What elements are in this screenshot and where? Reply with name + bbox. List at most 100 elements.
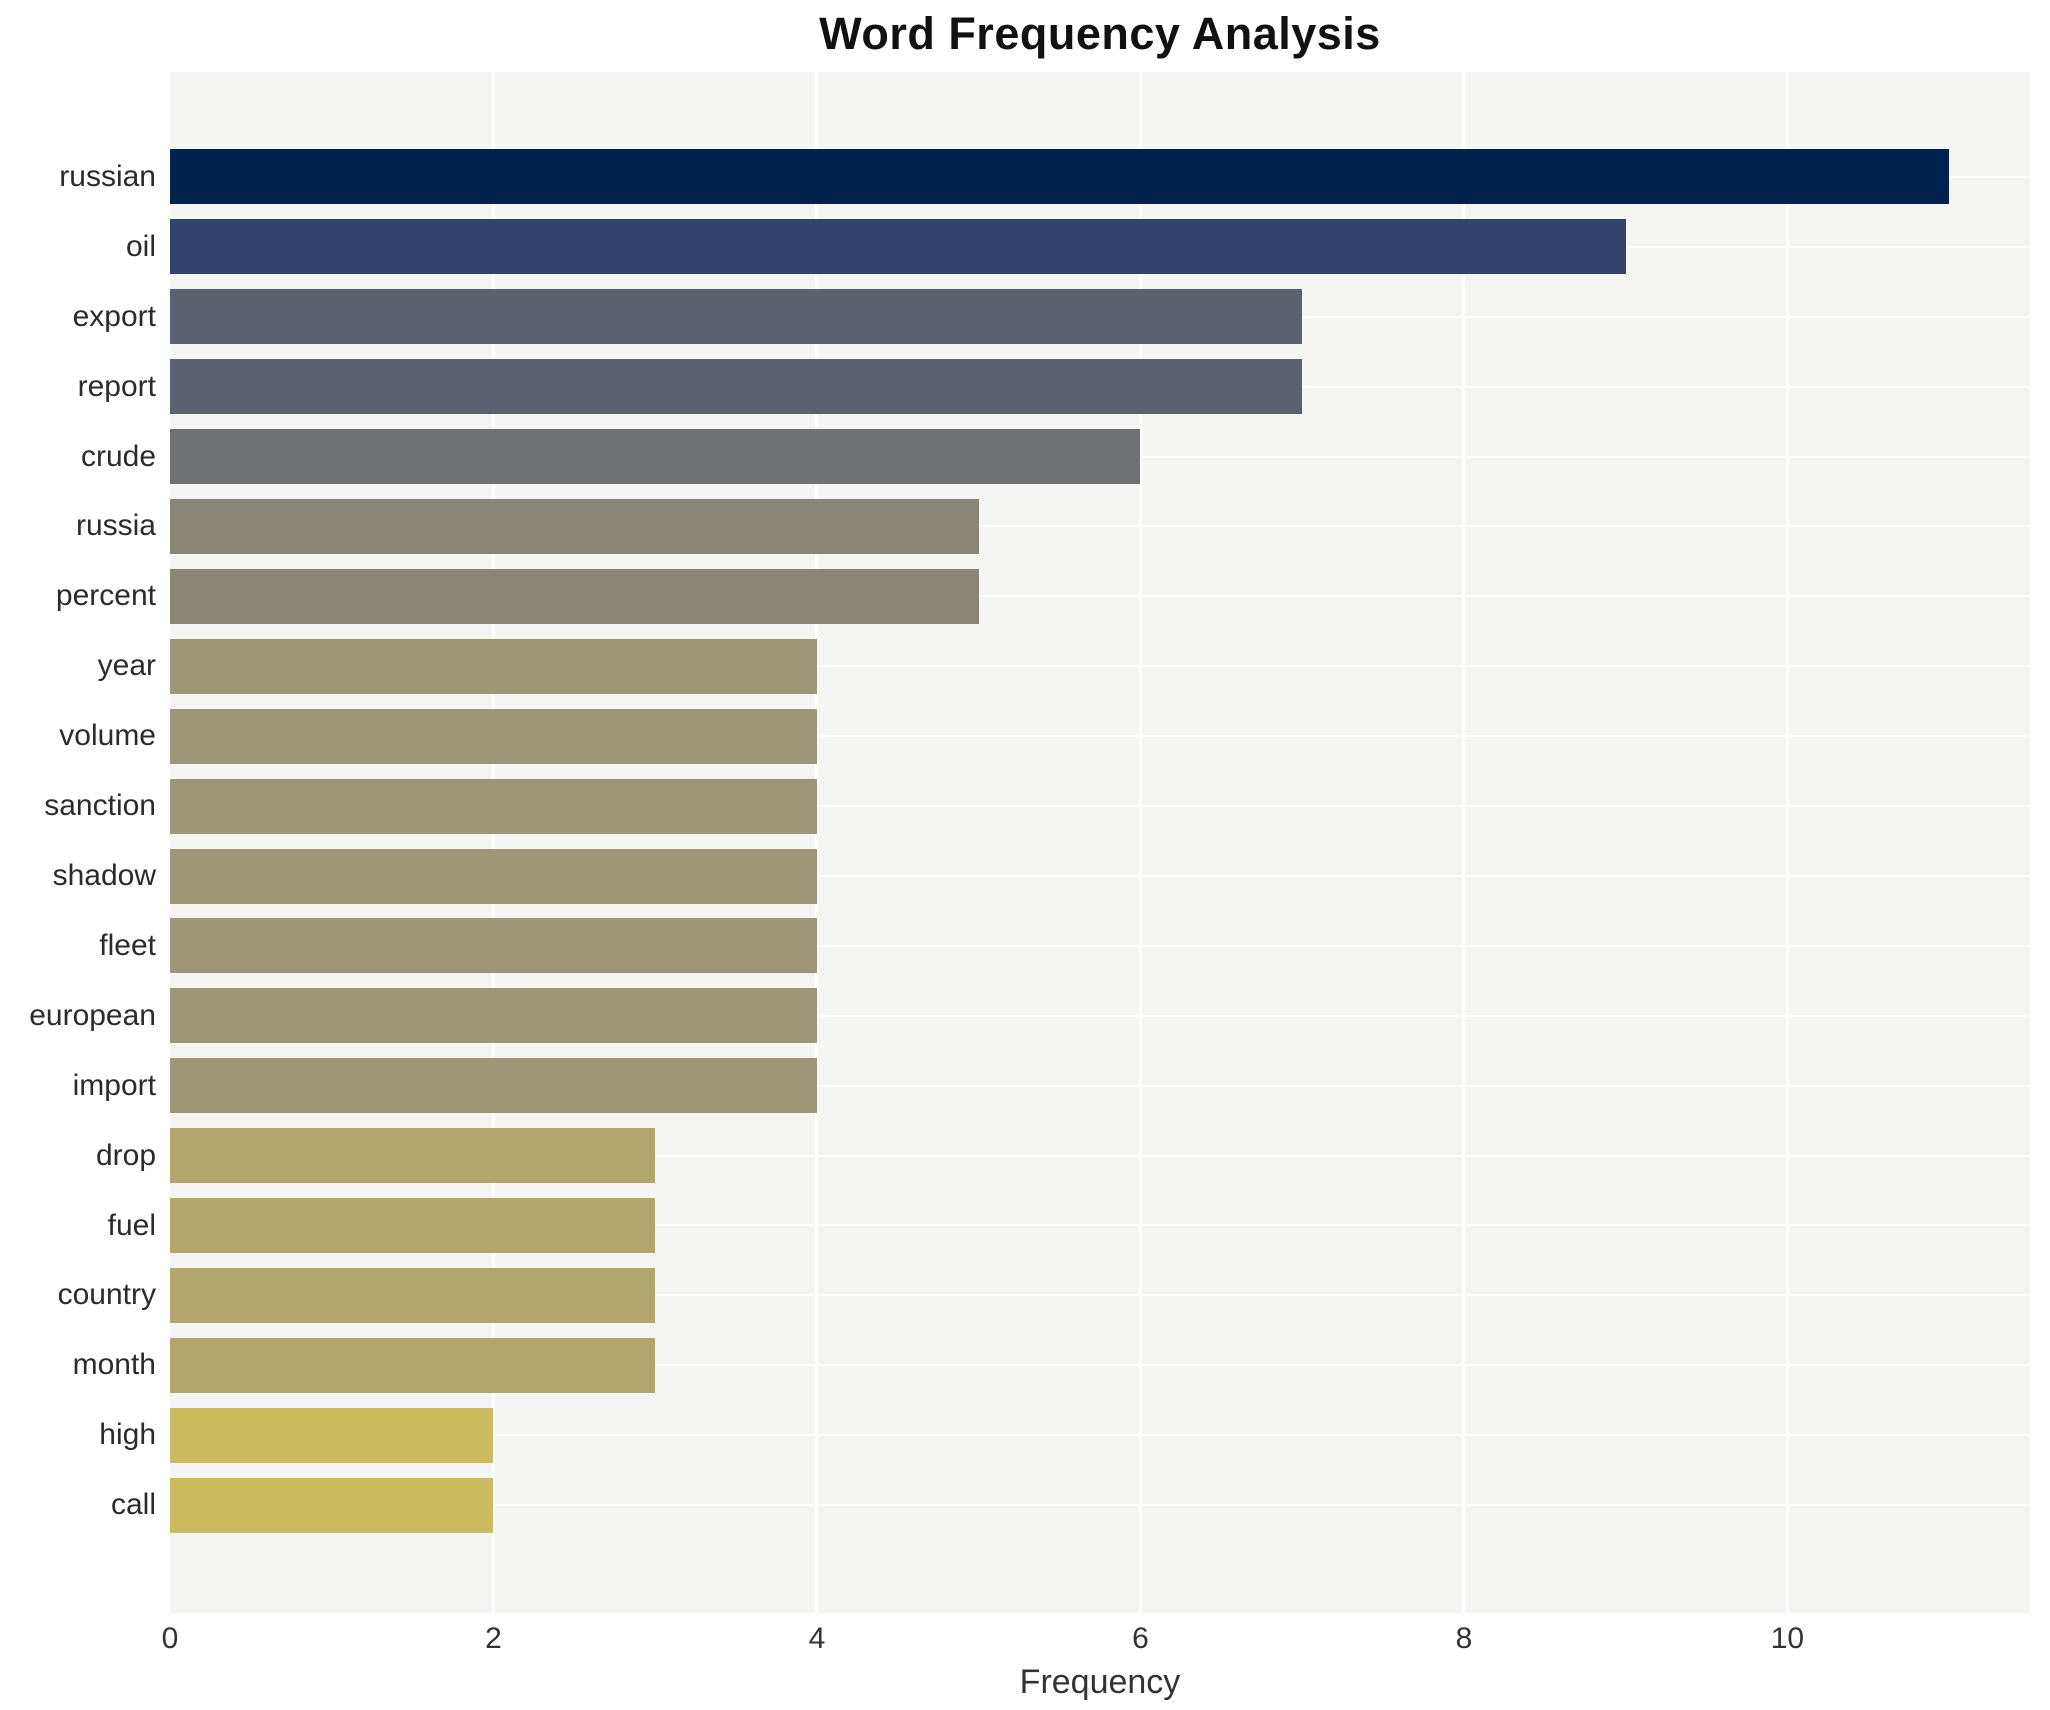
ylabel-row: import xyxy=(0,1051,158,1121)
bar-row-high xyxy=(170,1400,2030,1470)
category-label-fuel: fuel xyxy=(107,1208,156,1242)
bar-row-russian xyxy=(170,142,2030,212)
bar-country xyxy=(170,1267,656,1323)
bar-row-russia xyxy=(170,492,2030,562)
ylabel-row: oil xyxy=(0,212,158,282)
ylabel-row: shadow xyxy=(0,841,158,911)
x-axis-ticks: 0 2 4 6 8 10 xyxy=(162,1622,2030,1662)
category-label-russian: russian xyxy=(59,159,156,193)
chart-title: Word Frequency Analysis xyxy=(819,8,1381,59)
horizontal-gridline xyxy=(170,1224,2030,1227)
category-label-call: call xyxy=(110,1488,156,1522)
bar-row-import xyxy=(170,1051,2030,1121)
category-label-country: country xyxy=(57,1278,156,1312)
plot-area xyxy=(170,72,2030,1613)
bar-row-report xyxy=(170,352,2030,422)
category-label-year: year xyxy=(97,649,156,683)
ylabel-row: percent xyxy=(0,561,158,631)
bar-import xyxy=(170,1058,817,1114)
category-label-month: month xyxy=(72,1348,156,1382)
bar-oil xyxy=(170,219,1626,275)
bar-row-year xyxy=(170,631,2030,701)
ylabel-row: call xyxy=(0,1470,158,1540)
ylabel-row: european xyxy=(0,981,158,1051)
category-label-drop: drop xyxy=(95,1138,156,1172)
vertical-gridline xyxy=(1462,72,1466,1613)
category-label-shadow: shadow xyxy=(52,859,156,893)
horizontal-gridline xyxy=(170,1434,2030,1437)
bar-shadow xyxy=(170,848,817,904)
ylabel-row: crude xyxy=(0,422,158,492)
horizontal-gridline xyxy=(170,1364,2030,1367)
bar-row-percent xyxy=(170,561,2030,631)
bar-row-fleet xyxy=(170,911,2030,981)
bar-percent xyxy=(170,568,979,624)
bar-russian xyxy=(170,149,1950,205)
y-axis-category-labels: russian oil export report crude russia percent… xyxy=(0,72,158,1613)
ylabel-row: fuel xyxy=(0,1191,158,1261)
horizontal-gridline xyxy=(170,1294,2030,1297)
bar-fleet xyxy=(170,918,817,974)
bar-crude xyxy=(170,429,1141,485)
horizontal-gridline xyxy=(170,665,2030,668)
horizontal-gridline xyxy=(170,525,2030,528)
vertical-gridline xyxy=(815,72,819,1613)
horizontal-gridline xyxy=(170,1084,2030,1087)
category-label-volume: volume xyxy=(59,719,156,753)
ylabel-row: drop xyxy=(0,1121,158,1191)
ylabel-row: high xyxy=(0,1400,158,1470)
horizontal-gridline xyxy=(170,595,2030,598)
bar-row-call xyxy=(170,1470,2030,1540)
ylabel-row: sanction xyxy=(0,771,158,841)
category-label-sanction: sanction xyxy=(44,789,156,823)
bar-month xyxy=(170,1337,656,1393)
horizontal-gridline xyxy=(170,805,2030,808)
bar-drop xyxy=(170,1128,656,1184)
horizontal-gridline xyxy=(170,874,2030,877)
category-label-european: european xyxy=(29,998,156,1032)
bar-export xyxy=(170,289,1303,345)
category-label-oil: oil xyxy=(125,229,156,263)
category-label-russia: russia xyxy=(75,509,156,543)
category-label-percent: percent xyxy=(55,579,156,613)
category-label-import: import xyxy=(72,1068,156,1102)
x-tick-label-0: 0 xyxy=(161,1622,179,1655)
bar-row-crude xyxy=(170,422,2030,492)
vertical-gridline xyxy=(1785,72,1789,1613)
bar-row-fuel xyxy=(170,1191,2030,1261)
ylabel-row: year xyxy=(0,631,158,701)
ylabel-row: fleet xyxy=(0,911,158,981)
ylabel-row: month xyxy=(0,1330,158,1400)
bar-european xyxy=(170,988,817,1044)
category-label-report: report xyxy=(77,369,156,403)
bar-russia xyxy=(170,498,979,554)
ylabel-row: russia xyxy=(0,492,158,562)
category-label-high: high xyxy=(99,1418,156,1452)
x-tick-label-6: 6 xyxy=(1132,1622,1149,1655)
bar-row-shadow xyxy=(170,841,2030,911)
horizontal-gridline xyxy=(170,1014,2030,1017)
ylabel-row: volume xyxy=(0,701,158,771)
bar-row-sanction xyxy=(170,771,2030,841)
x-tick-label-4: 4 xyxy=(808,1622,826,1655)
bar-row-export xyxy=(170,282,2030,352)
bar-fuel xyxy=(170,1198,656,1254)
bar-row-volume xyxy=(170,701,2030,771)
bar-sanction xyxy=(170,778,817,834)
horizontal-gridline xyxy=(170,944,2030,947)
ylabel-row: export xyxy=(0,282,158,352)
ylabel-row: russian xyxy=(0,142,158,212)
category-label-crude: crude xyxy=(80,439,156,473)
vertical-gridline xyxy=(1138,72,1142,1613)
x-axis-label: Frequency xyxy=(1019,1663,1181,1701)
bar-row-european xyxy=(170,981,2030,1051)
x-tick-label-10: 10 xyxy=(1770,1622,1805,1655)
vertical-gridline xyxy=(491,72,495,1613)
category-label-export: export xyxy=(72,299,156,333)
horizontal-gridline xyxy=(170,1154,2030,1157)
horizontal-gridline xyxy=(170,1504,2030,1507)
bar-report xyxy=(170,359,1303,415)
bar-call xyxy=(170,1477,494,1533)
category-label-fleet: fleet xyxy=(99,928,156,962)
